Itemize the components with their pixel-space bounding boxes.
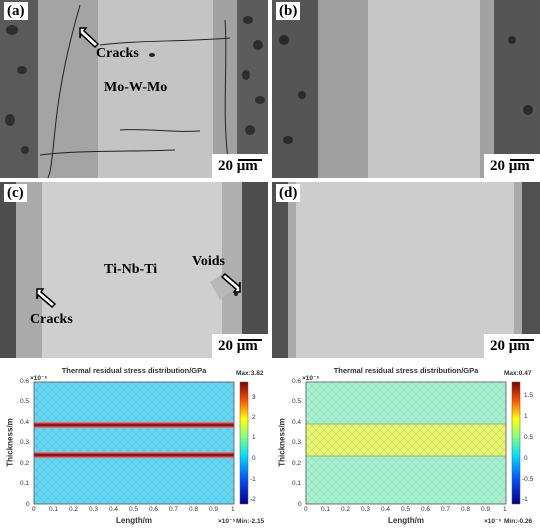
- x-exponent: ×10⁻⁵: [30, 375, 48, 382]
- panel-label-d: (d): [276, 184, 301, 202]
- annotation-cracks-c: Cracks: [30, 312, 73, 327]
- micrograph-b-image: [272, 0, 540, 178]
- x-axis-label: Length/m: [116, 516, 152, 525]
- panel-label-b: (b): [276, 2, 301, 20]
- arrow-icon: [79, 27, 100, 49]
- micrograph-d-image: [272, 182, 540, 358]
- micrograph-c-image: [0, 182, 268, 358]
- stress-plot-1: Thermal residual stress distribution/GPa…: [0, 362, 268, 530]
- stress-field-1: [33, 381, 249, 505]
- micrograph-c: (c) Voids Ti-Nb-Ti Cracks 20 μm: [0, 182, 268, 358]
- panel-label-c: (c): [4, 184, 27, 202]
- arrow-icon: [220, 272, 241, 293]
- x-exponent: ×10⁻⁵: [218, 518, 236, 525]
- x-axis-label: Length/m: [388, 516, 424, 525]
- micrograph-b: (b) 20 μm: [272, 0, 540, 178]
- scale-bar-c: 20 μm: [212, 334, 268, 358]
- x-exponent: ×10⁻⁵: [484, 518, 502, 525]
- panel-label-a: (a): [4, 2, 28, 20]
- stress-plot-title: Thermal residual stress distribution/GPa: [333, 366, 479, 375]
- micrograph-d: (d) 20 μm: [272, 182, 540, 358]
- arrow-icon: [36, 288, 57, 309]
- scale-bar-d: 20 μm: [484, 334, 540, 358]
- stress-field-2: [305, 381, 521, 505]
- stress-plot-title: Thermal residual stress distribution/GPa: [61, 366, 207, 375]
- min-label: Min:-0.26: [504, 518, 533, 525]
- scale-bar-a: 20 μm: [212, 154, 268, 178]
- max-label: Max:3.82: [236, 370, 264, 377]
- max-label: Max:0.47: [504, 370, 532, 377]
- min-label: Min:-2.15: [236, 518, 265, 525]
- scale-bar-b: 20 μm: [484, 154, 540, 178]
- annotation-voids: Voids: [192, 254, 225, 269]
- micrograph-a: (a) Cracks Mo-W-Mo 20 μm: [0, 0, 268, 178]
- y-exponent: ×10⁻⁵: [302, 375, 320, 382]
- annotation-cracks-a: Cracks: [96, 46, 139, 61]
- stress-plot-2: Thermal residual stress distribution/GPa…: [272, 362, 540, 530]
- micrograph-a-image: [0, 0, 268, 178]
- annotation-ti-nb-ti: Ti-Nb-Ti: [104, 262, 158, 277]
- annotation-mo-w-mo: Mo-W-Mo: [104, 80, 168, 95]
